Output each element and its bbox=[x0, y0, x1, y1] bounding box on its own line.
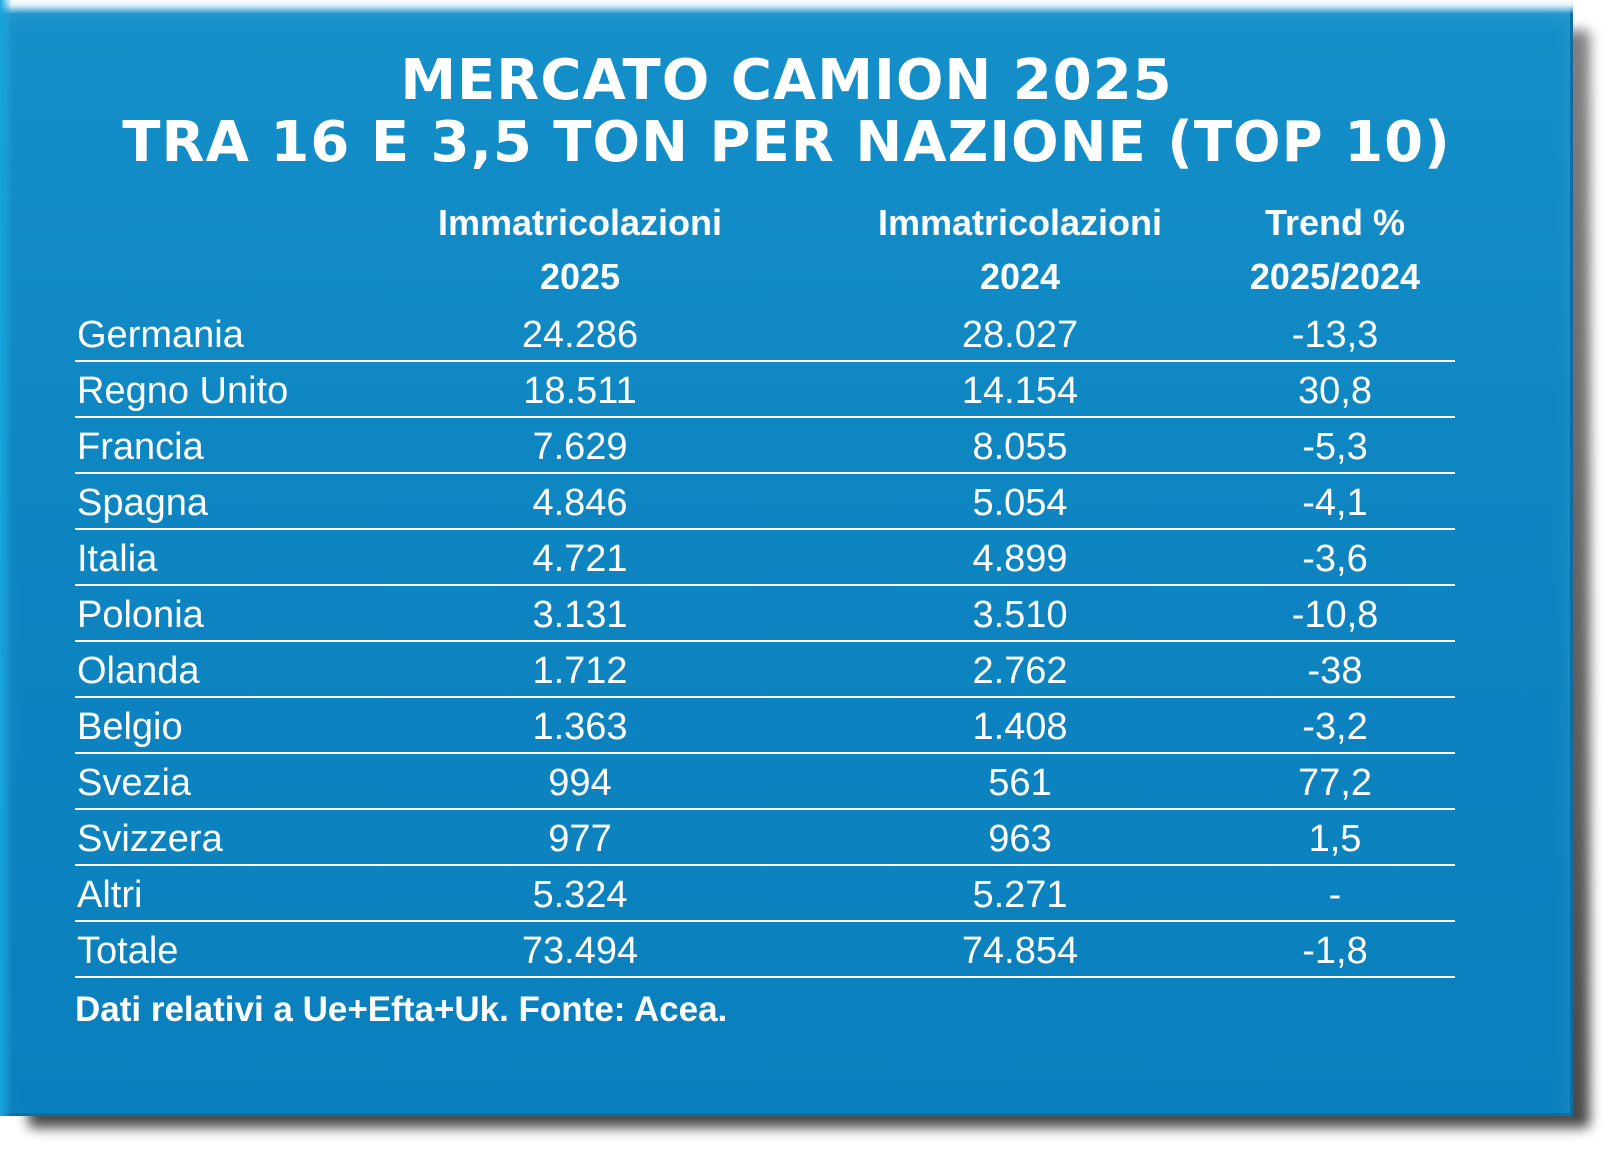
table-row: Germania 24.286 28.027 -13,3 bbox=[75, 306, 1455, 362]
value-2025-cell: 4.721 bbox=[532, 538, 628, 580]
value-2024-cell: 4.899 bbox=[972, 538, 1068, 580]
title-line-1: MERCATO CAMION 2025 bbox=[400, 48, 1173, 113]
column-header-trend-line1: Trend % bbox=[1264, 202, 1406, 243]
country-cell: Polonia bbox=[77, 594, 204, 636]
country-cell: Spagna bbox=[77, 482, 209, 524]
trend-cell: -38 bbox=[1307, 650, 1363, 692]
value-2025-cell: 4.846 bbox=[532, 482, 628, 524]
trend-cell: 1,5 bbox=[1308, 818, 1362, 860]
value-2025-cell: 1.363 bbox=[532, 706, 628, 748]
column-header-2025: Immatricolazioni 2025 bbox=[375, 196, 785, 304]
table-row: Regno Unito 18.511 14.154 30,8 bbox=[75, 362, 1455, 418]
value-2025-cell: 994 bbox=[548, 762, 612, 804]
value-2025-cell: 5.324 bbox=[532, 874, 628, 916]
trend-cell: -10,8 bbox=[1291, 594, 1379, 636]
trend-cell: -1,8 bbox=[1302, 930, 1368, 972]
column-header-trend-line2: 2025/2024 bbox=[1249, 256, 1421, 297]
table-row: Spagna 4.846 5.054 -4,1 bbox=[75, 474, 1455, 530]
value-2025-cell: 24.286 bbox=[521, 314, 639, 356]
value-2024-cell: 5.054 bbox=[972, 482, 1068, 524]
table-row: Olanda 1.712 2.762 -38 bbox=[75, 642, 1455, 698]
country-cell: Belgio bbox=[77, 706, 183, 748]
value-2025-cell: 3.131 bbox=[532, 594, 628, 636]
source-footnote: Dati relativi a Ue+Efta+Uk. Fonte: Acea. bbox=[75, 990, 728, 1029]
value-2024-cell: 28.027 bbox=[961, 314, 1079, 356]
value-2024-cell: 14.154 bbox=[961, 370, 1079, 412]
column-header-2025-line2: 2025 bbox=[539, 256, 621, 297]
title-line-2: TRA 16 E 3,5 TON PER NAZIONE (TOP 10) bbox=[122, 110, 1451, 175]
table-row: Belgio 1.363 1.408 -3,2 bbox=[75, 698, 1455, 754]
country-cell: Svezia bbox=[77, 762, 192, 804]
trend-cell: - bbox=[1328, 874, 1342, 916]
value-2024-cell: 561 bbox=[988, 762, 1052, 804]
trend-cell: -3,6 bbox=[1302, 538, 1368, 580]
table-row-total: Totale 73.494 74.854 -1,8 bbox=[75, 922, 1455, 978]
table-row: Svezia 994 561 77,2 bbox=[75, 754, 1455, 810]
panel-top-highlight bbox=[0, 0, 1573, 14]
page-title: MERCATO CAMION 2025 TRA 16 E 3,5 TON PER… bbox=[0, 50, 1573, 174]
column-header-2025-line1: Immatricolazioni bbox=[437, 202, 723, 243]
table-row: Svizzera 977 963 1,5 bbox=[75, 810, 1455, 866]
trend-cell: -5,3 bbox=[1302, 426, 1368, 468]
country-cell: Svizzera bbox=[77, 818, 223, 860]
trend-cell: -13,3 bbox=[1291, 314, 1379, 356]
value-2025-cell: 73.494 bbox=[521, 930, 639, 972]
infographic-panel: MERCATO CAMION 2025 TRA 16 E 3,5 TON PER… bbox=[0, 0, 1573, 1116]
table-row: Polonia 3.131 3.510 -10,8 bbox=[75, 586, 1455, 642]
value-2025-cell: 18.511 bbox=[523, 370, 637, 412]
value-2025-cell: 1.712 bbox=[532, 650, 628, 692]
country-cell: Italia bbox=[77, 538, 158, 580]
value-2024-cell: 2.762 bbox=[972, 650, 1068, 692]
table-row: Francia 7.629 8.055 -5,3 bbox=[75, 418, 1455, 474]
column-header-2024-line2: 2024 bbox=[979, 256, 1061, 297]
panel-left-highlight bbox=[0, 0, 12, 1116]
value-2024-cell: 1.408 bbox=[972, 706, 1068, 748]
value-2024-cell: 74.854 bbox=[961, 930, 1079, 972]
table-row: Italia 4.721 4.899 -3,6 bbox=[75, 530, 1455, 586]
value-2024-cell: 963 bbox=[988, 818, 1052, 860]
value-2024-cell: 3.510 bbox=[972, 594, 1068, 636]
country-cell: Regno Unito bbox=[77, 370, 289, 412]
trend-cell: -3,2 bbox=[1302, 706, 1368, 748]
value-2024-cell: 5.271 bbox=[972, 874, 1068, 916]
trend-cell: 77,2 bbox=[1298, 762, 1372, 804]
country-cell: Olanda bbox=[77, 650, 200, 692]
country-cell: Totale bbox=[77, 930, 179, 972]
table-row: Altri 5.324 5.271 - bbox=[75, 866, 1455, 922]
value-2024-cell: 8.055 bbox=[972, 426, 1068, 468]
table-body: Germania 24.286 28.027 -13,3 Regno Unito… bbox=[75, 306, 1455, 978]
column-header-trend: Trend % 2025/2024 bbox=[1210, 196, 1460, 304]
trend-cell: -4,1 bbox=[1302, 482, 1368, 524]
trend-cell: 30,8 bbox=[1298, 370, 1372, 412]
value-2025-cell: 977 bbox=[548, 818, 612, 860]
column-header-2024: Immatricolazioni 2024 bbox=[815, 196, 1225, 304]
value-2025-cell: 7.629 bbox=[532, 426, 628, 468]
country-cell: Germania bbox=[77, 314, 244, 356]
country-cell: Francia bbox=[77, 426, 204, 468]
country-cell: Altri bbox=[77, 874, 143, 916]
column-header-2024-line1: Immatricolazioni bbox=[877, 202, 1163, 243]
